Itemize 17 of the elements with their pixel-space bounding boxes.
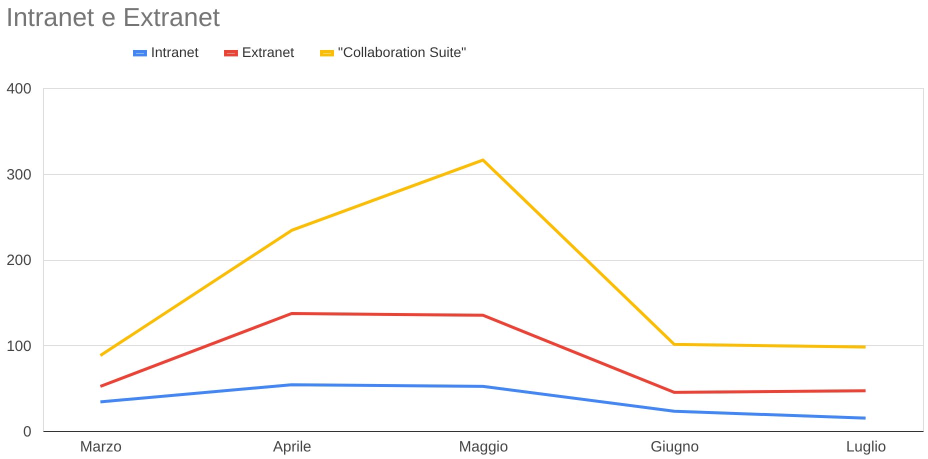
x-tick-label: Luglio (846, 438, 886, 456)
line-series (98, 158, 868, 358)
y-tick-label: 0 (23, 424, 32, 440)
chart-title: Intranet e Extranet (6, 2, 221, 32)
legend-label: "Collaboration Suite" (338, 44, 466, 60)
legend-label: Intranet (151, 44, 199, 60)
y-tick-label: 200 (6, 252, 32, 269)
y-tick-label: 300 (6, 166, 32, 184)
y-tick-label: 400 (6, 80, 32, 98)
y-tick-label: 100 (6, 338, 32, 355)
x-tick-label: Aprile (273, 438, 312, 456)
x-tick-label: Marzo (80, 438, 122, 456)
x-tick-label: Maggio (458, 438, 508, 456)
legend-label: Extranet (242, 44, 294, 60)
line-series (98, 383, 868, 420)
line-series (98, 312, 868, 394)
x-tick-label: Giugno (650, 438, 699, 456)
